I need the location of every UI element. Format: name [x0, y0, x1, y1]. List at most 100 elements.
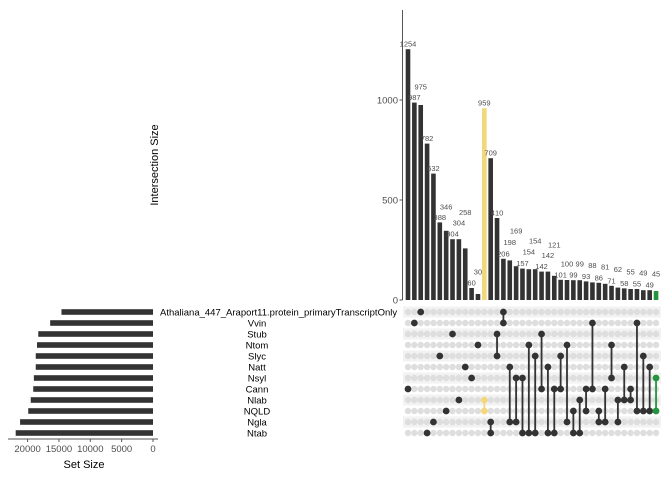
- matrix-dot-empty: [423, 407, 431, 415]
- matrix-dot-empty: [436, 407, 443, 415]
- matrix-dot-active: [569, 429, 577, 437]
- matrix-dot-empty: [481, 374, 488, 382]
- matrix-dot-empty: [411, 429, 418, 437]
- matrix-dot-empty: [633, 418, 641, 426]
- bar-value-label: 258: [459, 208, 472, 217]
- matrix-dot-empty: [621, 407, 628, 415]
- matrix-dot-empty: [627, 308, 634, 316]
- matrix-dot-empty: [614, 308, 622, 316]
- matrix-dot-empty: [474, 319, 482, 327]
- matrix-dot-active: [436, 352, 444, 360]
- matrix-dot-empty: [430, 374, 437, 382]
- matrix-dot-empty: [576, 330, 583, 338]
- intersection-bar: [571, 280, 576, 300]
- matrix-dot-empty: [500, 396, 507, 404]
- matrix-dot-empty: [557, 418, 564, 426]
- matrix-dot-empty: [487, 341, 494, 349]
- matrix-dot-empty: [640, 341, 647, 349]
- matrix-dot-empty: [404, 308, 412, 316]
- matrix-dot-empty: [557, 319, 564, 327]
- matrix-dot-empty: [430, 330, 437, 338]
- matrix-dot-empty: [512, 319, 520, 327]
- matrix-dot-empty: [411, 418, 418, 426]
- matrix-dot-empty: [442, 308, 450, 316]
- matrix-dot-empty: [652, 429, 660, 437]
- matrix-dot-empty: [512, 352, 520, 360]
- matrix-dot-empty: [627, 429, 634, 437]
- matrix-dot-active: [506, 363, 514, 371]
- matrix-dot-empty: [551, 352, 558, 360]
- matrix-dot-empty: [417, 319, 424, 327]
- matrix-dot-empty: [455, 418, 463, 426]
- intersection-bar: [488, 158, 493, 300]
- set-size-bar: [15, 430, 154, 436]
- matrix-dot-empty: [455, 363, 463, 371]
- matrix-dot-empty: [487, 330, 494, 338]
- matrix-dot-empty: [404, 341, 412, 349]
- matrix-dot-empty: [627, 330, 634, 338]
- matrix-dot-empty: [455, 352, 463, 360]
- matrix-dot-empty: [500, 407, 507, 415]
- matrix-dot-empty: [493, 374, 501, 382]
- matrix-dot-empty: [474, 330, 482, 338]
- matrix-dot-empty: [570, 374, 577, 382]
- matrix-dot-empty: [423, 352, 431, 360]
- matrix-dot-empty: [500, 330, 507, 338]
- intersection-bar: [475, 294, 481, 300]
- matrix-dot-active: [557, 385, 565, 393]
- y-tick-label: 1000: [377, 95, 398, 106]
- intersection-bar: [431, 173, 436, 300]
- matrix-dot-empty: [595, 352, 602, 360]
- matrix-dot-empty: [462, 407, 469, 415]
- set-size-tick-label: 5000: [111, 444, 132, 455]
- matrix-dot-empty: [411, 341, 418, 349]
- set-label: Natt: [248, 363, 266, 374]
- set-label: Cann: [246, 385, 269, 396]
- matrix-dot-empty: [570, 363, 577, 371]
- matrix-dot-empty: [506, 308, 513, 316]
- matrix-dot-empty: [608, 385, 615, 393]
- matrix-dot-empty: [532, 308, 539, 316]
- matrix-dot-empty: [538, 319, 545, 327]
- matrix-dot-empty: [442, 418, 450, 426]
- matrix-dot-empty: [519, 363, 526, 371]
- matrix-dot-empty: [493, 429, 501, 437]
- matrix-dot-empty: [563, 308, 571, 316]
- axes: Athaliana_447_Araport11.protein_primaryT…: [8, 10, 403, 455]
- matrix-dot-active: [582, 407, 590, 415]
- matrix-dot-active: [500, 308, 507, 316]
- matrix-dot-empty: [608, 319, 615, 327]
- matrix-dot-empty: [481, 330, 488, 338]
- matrix-dot-empty: [411, 352, 418, 360]
- matrix-dot-empty: [423, 396, 431, 404]
- matrix-dot-empty: [570, 319, 577, 327]
- matrix-dot-empty: [646, 319, 653, 327]
- matrix-dot-empty: [506, 341, 513, 349]
- matrix-dot-empty: [582, 330, 590, 338]
- matrix-dot-empty: [417, 330, 424, 338]
- matrix-dot-empty: [449, 418, 456, 426]
- matrix-dot-empty: [646, 308, 653, 316]
- matrix-dot-empty: [436, 330, 443, 338]
- matrix-dot-empty: [538, 396, 545, 404]
- matrix-dot-empty: [570, 341, 577, 349]
- matrix-dot-active: [423, 429, 431, 437]
- matrix-dot-empty: [462, 374, 469, 382]
- matrix-dot-empty: [493, 308, 501, 316]
- matrix-dot-active: [493, 352, 501, 360]
- matrix-dot-empty: [442, 330, 450, 338]
- set-label: Athaliana_447_Araport11.protein_primaryT…: [160, 308, 397, 319]
- matrix-dot-empty: [500, 363, 507, 371]
- matrix-dot-active: [608, 374, 615, 382]
- matrix-dot-empty: [519, 308, 526, 316]
- matrix-dot-empty: [551, 341, 558, 349]
- matrix-dot-active: [569, 407, 577, 415]
- matrix-dot-empty: [474, 385, 482, 393]
- matrix-dot-active: [544, 363, 552, 371]
- matrix-dot-empty: [417, 429, 424, 437]
- matrix-dot-empty: [468, 363, 475, 371]
- matrix-dot-active: [627, 385, 634, 393]
- matrix-dot-empty: [646, 352, 653, 360]
- intersection-bars: 1254987975782632388346304304258603095970…: [400, 40, 660, 301]
- matrix-dot-active: [595, 407, 603, 415]
